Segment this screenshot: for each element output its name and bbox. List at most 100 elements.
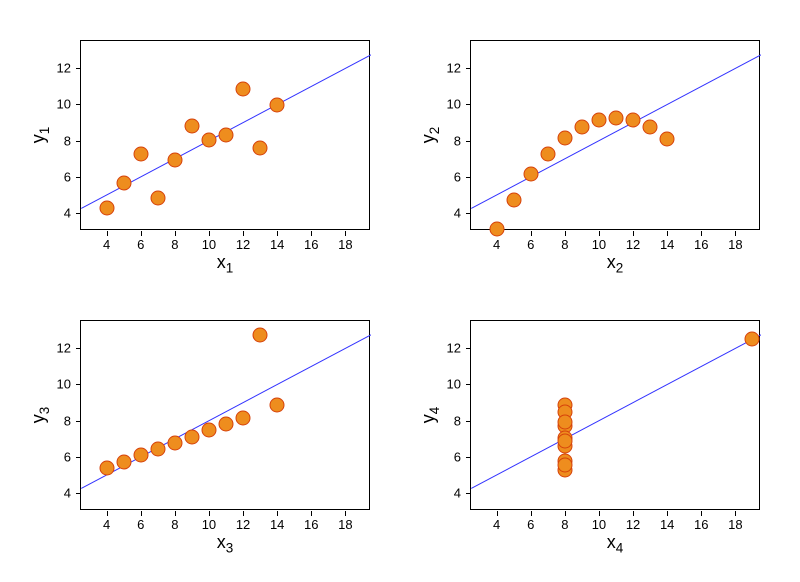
data-point — [643, 120, 658, 135]
y-tick-label: 8 — [64, 413, 71, 428]
x-tick — [531, 511, 532, 516]
chart-panel-p4: 46810121416184681012 x4 y4 — [410, 300, 770, 560]
x-tick — [667, 231, 668, 236]
x-tick — [565, 511, 566, 516]
x-axis-label: x2 — [607, 252, 624, 276]
plot-area: 46810121416184681012 — [470, 40, 760, 230]
x-tick-label: 12 — [236, 517, 250, 532]
x-tick-label: 8 — [561, 517, 568, 532]
x-tick — [107, 231, 108, 236]
data-point — [609, 110, 624, 125]
regression-line — [471, 335, 761, 490]
x-tick-label: 8 — [171, 517, 178, 532]
x-tick-label: 18 — [728, 237, 742, 252]
x-tick — [277, 511, 278, 516]
x-tick — [345, 511, 346, 516]
y-axis-label: y1 — [28, 127, 52, 144]
x-tick-label: 18 — [728, 517, 742, 532]
x-tick — [531, 231, 532, 236]
x-tick — [599, 511, 600, 516]
x-tick — [175, 231, 176, 236]
chart-panel-p1: 46810121416184681012x1y1 — [20, 20, 380, 280]
data-point — [626, 113, 641, 128]
x-tick-label: 14 — [270, 237, 284, 252]
data-point — [506, 192, 521, 207]
x-tick-label: 16 — [694, 237, 708, 252]
data-point — [219, 416, 234, 431]
data-point — [253, 141, 268, 156]
x-tick-label: 6 — [527, 237, 534, 252]
x-tick-label: 14 — [660, 517, 674, 532]
data-point — [557, 130, 572, 145]
data-point — [167, 152, 182, 167]
x-axis-label: x4 — [607, 532, 624, 556]
y-tick-label: 10 — [57, 377, 71, 392]
x-tick — [345, 231, 346, 236]
y-tick-label: 8 — [64, 133, 71, 148]
x-tick-label: 12 — [626, 517, 640, 532]
data-point — [133, 147, 148, 162]
x-tick — [311, 511, 312, 516]
x-tick — [497, 511, 498, 516]
y-tick-label: 4 — [454, 205, 461, 220]
y-tick-label: 6 — [64, 449, 71, 464]
y-axis-label: y4 — [418, 407, 442, 424]
data-point — [150, 442, 165, 457]
chart-panel-p3: 46810121416184681012x3y3 — [20, 300, 380, 560]
plot-area: 46810121416184681012 — [470, 320, 760, 510]
y-tick-label: 10 — [447, 377, 461, 392]
x-tick-label: 12 — [626, 237, 640, 252]
regression-line — [471, 55, 761, 210]
y-tick-label: 6 — [454, 169, 461, 184]
y-axis-label: y2 — [418, 127, 442, 144]
data-point — [745, 332, 760, 347]
x-tick — [243, 511, 244, 516]
chart-grid-anscombe: 46810121416184681012x1y14681012141618468… — [0, 0, 800, 582]
data-point — [219, 127, 234, 142]
x-tick-label: 4 — [493, 237, 500, 252]
y-tick-label: 12 — [57, 61, 71, 76]
x-tick — [209, 511, 210, 516]
x-tick-label: 10 — [592, 237, 606, 252]
plot-area: 46810121416184681012 — [80, 320, 370, 510]
x-tick-label: 6 — [137, 517, 144, 532]
y-tick-label: 10 — [447, 97, 461, 112]
data-point — [116, 454, 131, 469]
data-point — [660, 131, 675, 146]
data-point — [167, 435, 182, 450]
x-axis-label: x1 — [217, 252, 234, 276]
data-point — [557, 433, 572, 448]
x-tick — [107, 511, 108, 516]
x-tick-label: 14 — [660, 237, 674, 252]
data-point — [116, 175, 131, 190]
y-tick-label: 8 — [454, 133, 461, 148]
data-point — [489, 222, 504, 237]
data-point — [201, 132, 216, 147]
data-point — [99, 460, 114, 475]
x-tick-label: 12 — [236, 237, 250, 252]
x-tick-label: 4 — [493, 517, 500, 532]
data-point — [574, 119, 589, 134]
x-tick-label: 16 — [304, 237, 318, 252]
data-point — [253, 327, 268, 342]
x-tick-label: 18 — [338, 237, 352, 252]
data-point — [133, 448, 148, 463]
x-tick-label: 4 — [103, 517, 110, 532]
x-tick-label: 10 — [202, 237, 216, 252]
x-tick-label: 8 — [171, 237, 178, 252]
data-point — [201, 423, 216, 438]
chart-panel-p2: 46810121416184681012 x2 y2 — [410, 20, 770, 280]
x-tick — [175, 511, 176, 516]
x-tick-label: 18 — [338, 517, 352, 532]
y-tick-label: 12 — [57, 341, 71, 356]
y-tick-label: 12 — [447, 61, 461, 76]
x-tick — [311, 231, 312, 236]
x-tick-label: 6 — [137, 237, 144, 252]
data-point — [270, 98, 285, 113]
x-tick — [209, 231, 210, 236]
data-point — [591, 112, 606, 127]
x-tick-label: 14 — [270, 517, 284, 532]
y-tick-label: 12 — [447, 341, 461, 356]
data-point — [540, 146, 555, 161]
data-point — [99, 201, 114, 216]
